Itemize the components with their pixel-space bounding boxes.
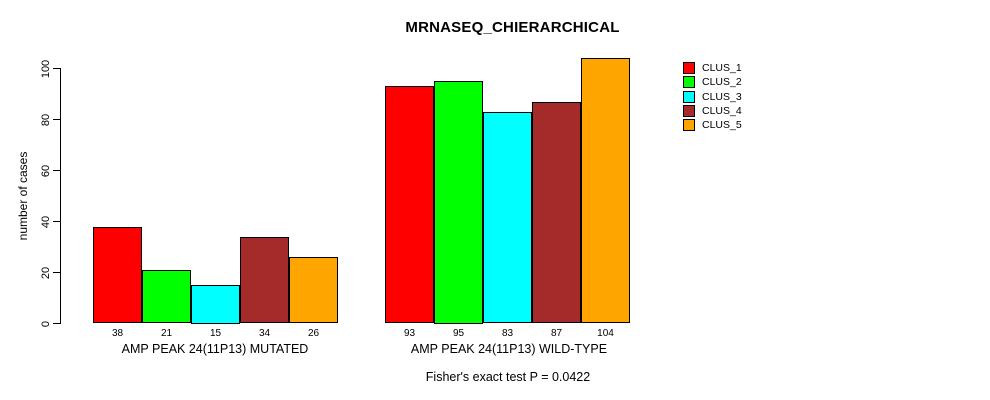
legend-item-clus_3: CLUS_3 — [683, 90, 742, 104]
y-tick-label: 0 — [40, 320, 52, 327]
legend-item-clus_5: CLUS_5 — [683, 118, 742, 132]
legend-swatch-clus_4 — [683, 105, 695, 118]
legend-label: CLUS_3 — [702, 90, 742, 103]
legend-item-clus_1: CLUS_1 — [683, 61, 742, 75]
legend-swatch-clus_2 — [683, 76, 695, 89]
bar-group1-clus_1 — [93, 226, 142, 324]
bar-group2-clus_4 — [532, 101, 581, 324]
bar-value-label: 21 — [160, 328, 173, 339]
bar-group2-clus_5 — [581, 58, 630, 324]
y-tick-label: 40 — [40, 215, 52, 228]
bar-group1-clus_4 — [240, 236, 289, 324]
y-tick — [53, 323, 61, 324]
y-tick-label: 100 — [40, 59, 52, 78]
bar-group2-clus_2 — [434, 81, 483, 324]
legend-label: CLUS_4 — [702, 105, 742, 118]
y-tick — [53, 272, 61, 273]
legend-swatch-clus_3 — [683, 90, 695, 103]
fisher-test-note: Fisher's exact test P = 0.0422 — [425, 370, 591, 384]
y-tick — [53, 170, 61, 171]
y-axis-title: number of cases — [16, 151, 30, 241]
y-tick — [53, 221, 61, 222]
bar-value-label: 34 — [258, 328, 271, 339]
legend-label: CLUS_1 — [702, 62, 742, 75]
y-tick-label: 20 — [40, 266, 52, 279]
legend-label: CLUS_2 — [702, 76, 742, 89]
bar-group1-clus_3 — [191, 285, 240, 324]
bar-value-label: 87 — [550, 328, 563, 339]
legend: CLUS_1 CLUS_2 CLUS_3 CLUS_4 CLUS_5 — [683, 61, 742, 132]
x-group-label-wild-type: AMP PEAK 24(11P13) WILD-TYPE — [410, 342, 608, 356]
bar-value-label: 95 — [452, 328, 465, 339]
legend-label: CLUS_5 — [702, 119, 742, 132]
legend-swatch-clus_1 — [683, 62, 695, 75]
bar-value-label: 83 — [501, 328, 514, 339]
x-group-label-mutated: AMP PEAK 24(11P13) MUTATED — [121, 342, 309, 356]
y-axis-line — [60, 68, 61, 324]
bar-value-label: 38 — [111, 328, 124, 339]
y-tick — [53, 68, 61, 69]
y-tick — [53, 119, 61, 120]
bar-value-label: 93 — [403, 328, 416, 339]
y-tick-label: 80 — [40, 113, 52, 126]
chart-title: MRNASEQ_CHIERARCHICAL — [405, 19, 620, 36]
bar-group2-clus_1 — [385, 86, 434, 324]
y-tick-label: 60 — [40, 164, 52, 177]
bar-group1-clus_2 — [142, 269, 191, 324]
bar-group2-clus_3 — [483, 111, 532, 324]
legend-item-clus_2: CLUS_2 — [683, 75, 742, 89]
legend-swatch-clus_5 — [683, 119, 695, 132]
bar-group1-clus_5 — [289, 257, 338, 324]
bar-value-label: 15 — [209, 328, 222, 339]
legend-item-clus_4: CLUS_4 — [683, 104, 742, 118]
bar-value-label: 26 — [307, 328, 320, 339]
bar-value-label: 104 — [597, 328, 614, 339]
